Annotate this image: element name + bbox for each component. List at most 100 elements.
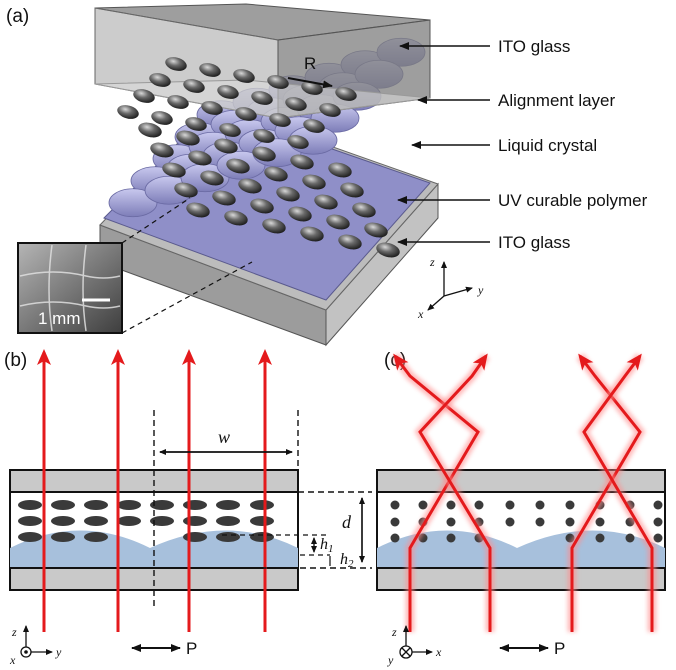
label-ito-glass-bottom: ITO glass — [498, 233, 570, 252]
lc-molecule — [285, 97, 307, 111]
layer-callouts: ITO glass Alignment layer Liquid crystal… — [397, 37, 648, 252]
lc-molecule — [214, 138, 238, 154]
lc-molecule — [319, 103, 341, 117]
lc-molecule — [199, 63, 221, 77]
axis-z-c: z — [391, 625, 397, 639]
lc-molecule — [200, 170, 224, 186]
lc-molecule-c — [565, 500, 575, 510]
lc-molecule — [235, 107, 257, 121]
axis-z-b: z — [11, 625, 17, 639]
lc-molecule — [150, 142, 174, 158]
label-liquid-crystal: Liquid crystal — [498, 136, 597, 155]
lc-molecule — [269, 113, 291, 127]
lc-molecule-b — [18, 500, 42, 510]
polarization-b: P — [131, 639, 197, 658]
lc-molecule-c — [653, 517, 663, 527]
lc-molecule-c — [565, 517, 575, 527]
inset-micrograph: 1 mm — [17, 197, 253, 334]
light-beam-c — [582, 353, 654, 632]
lc-molecule — [262, 218, 286, 234]
dim-h2-label: h2 — [340, 551, 354, 570]
lc-molecule-b — [216, 532, 240, 542]
lc-molecule-b — [51, 500, 75, 510]
lc-molecule-c — [595, 517, 605, 527]
lc-molecule-b — [84, 516, 108, 526]
lc-molecule-b — [117, 500, 141, 510]
lc-molecule — [162, 162, 186, 178]
rubbing-label: R — [304, 54, 316, 73]
lc-molecule — [138, 122, 162, 138]
lc-molecule-c — [595, 533, 605, 543]
lc-molecule — [301, 81, 323, 95]
axis-y-b: y — [55, 645, 62, 659]
lc-molecule — [201, 101, 223, 115]
light-beam-c — [418, 353, 492, 632]
dim-w-label: w — [218, 427, 230, 447]
lc-molecule — [287, 135, 309, 149]
lc-molecule-b — [216, 500, 240, 510]
lc-molecule — [302, 174, 326, 190]
lc-molecules-upper — [117, 57, 357, 149]
lc-molecule — [290, 154, 314, 170]
lc-molecule-c — [653, 500, 663, 510]
lc-molecule-c — [390, 517, 400, 527]
lc-molecule — [188, 150, 212, 166]
lc-molecule — [352, 202, 376, 218]
lc-molecules-lower — [138, 122, 400, 258]
dimension-annotations: w d h1 h2 — [153, 410, 372, 610]
lc-molecule — [238, 178, 262, 194]
lc-molecule-c — [653, 533, 663, 543]
lc-molecule — [176, 130, 200, 146]
lc-molecule — [165, 57, 187, 71]
lc-molecule — [219, 123, 241, 137]
lc-molecule-b — [84, 500, 108, 510]
lc-molecule — [376, 242, 400, 258]
dim-d-label: d — [342, 512, 352, 532]
lc-molecule — [167, 95, 189, 109]
dim-h1-label: h1 — [320, 536, 334, 555]
lc-molecule-c — [625, 533, 635, 543]
lc-molecule-c — [390, 533, 400, 543]
lc-molecule — [276, 186, 300, 202]
lc-molecule — [186, 202, 210, 218]
lc-molecule — [217, 85, 239, 99]
polarization-label-b: P — [186, 639, 197, 658]
lc-molecule — [251, 91, 273, 105]
lc-molecule — [252, 146, 276, 162]
lc-molecule — [364, 222, 388, 238]
lc-molecule-c — [390, 500, 400, 510]
lc-molecule — [133, 89, 155, 103]
lc-molecule-b — [51, 532, 75, 542]
axis-x-a: x — [417, 307, 424, 321]
lc-molecule — [183, 79, 205, 93]
axis-y-a: y — [477, 283, 484, 297]
lc-molecule — [250, 198, 274, 214]
rubbing-direction: R — [287, 54, 333, 89]
lc-molecule-b — [216, 516, 240, 526]
light-beam-c — [570, 353, 642, 632]
axis-y-c: y — [387, 653, 394, 667]
lc-molecule-b — [51, 516, 75, 526]
label-alignment-layer: Alignment layer — [498, 91, 616, 110]
lc-molecule — [151, 111, 173, 125]
light-beam-c — [393, 353, 480, 632]
panel-label-b: (b) — [4, 350, 27, 371]
lc-molecule-b — [150, 516, 174, 526]
label-uv-polymer: UV curable polymer — [498, 191, 648, 210]
lc-molecule — [224, 210, 248, 226]
lc-molecule-b — [117, 516, 141, 526]
lc-molecule — [149, 73, 171, 87]
lc-molecules-c — [390, 500, 663, 543]
lc-molecule — [335, 87, 357, 101]
lc-molecule — [303, 119, 325, 133]
inset-scale-label: 1 mm — [38, 309, 81, 328]
axes-triad-b: z y x — [9, 625, 62, 667]
lc-molecule — [288, 206, 312, 222]
panel-label-a: (a) — [6, 6, 29, 27]
lc-molecule — [328, 162, 352, 178]
lc-molecule — [253, 129, 275, 143]
lc-molecule-c — [418, 500, 428, 510]
axes-triad-a: z y x — [417, 255, 484, 321]
lc-molecule — [338, 234, 362, 250]
